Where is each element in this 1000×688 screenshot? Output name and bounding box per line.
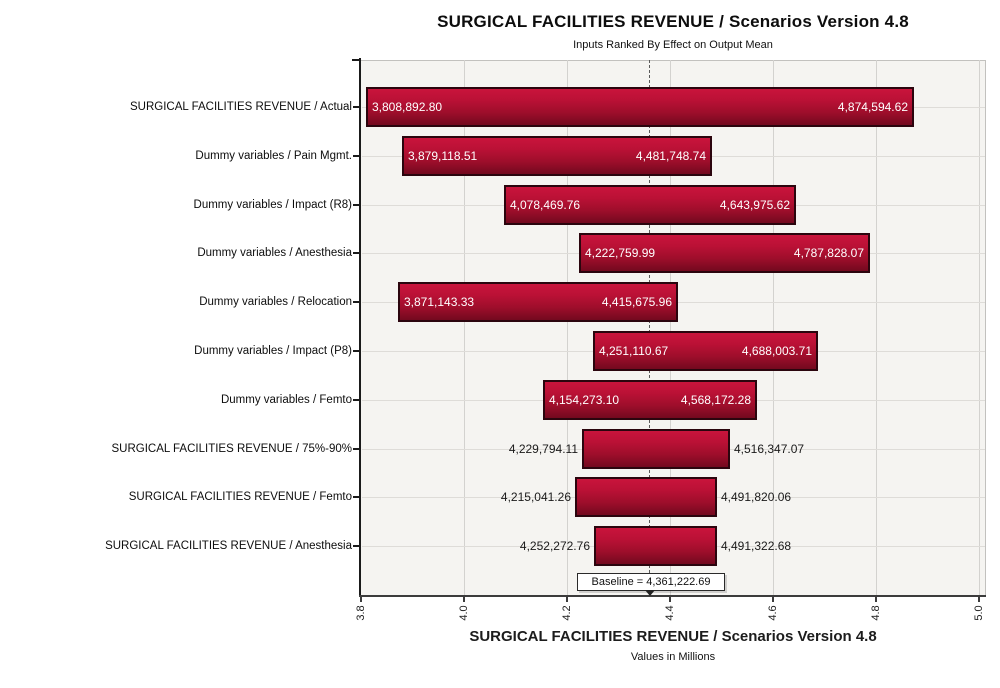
bar-low-label: 3,808,892.80	[372, 100, 443, 114]
vertical-gridline	[670, 60, 671, 595]
bar	[582, 429, 730, 469]
y-axis-tick-mark	[353, 399, 360, 401]
x-axis-tick-mark	[669, 597, 671, 602]
x-axis-line	[359, 595, 986, 597]
bar-high-label: 4,568,172.28	[680, 393, 751, 407]
x-axis-tick-mark	[978, 597, 980, 602]
y-axis-tick-mark	[353, 545, 360, 547]
bar-low-label: 3,879,118.51	[408, 149, 478, 163]
category-label: SURGICAL FACILITIES REVENUE / Actual	[130, 101, 352, 113]
bar	[543, 380, 757, 420]
vertical-gridline	[464, 60, 465, 595]
category-label: Dummy variables / Femto	[220, 394, 352, 406]
bar	[579, 233, 870, 273]
vertical-gridline	[979, 60, 980, 595]
bar	[402, 136, 712, 176]
bar-low-label: 3,871,143.33	[404, 295, 475, 309]
bar	[575, 477, 717, 517]
bar-low-label: 4,229,794.11	[508, 442, 578, 456]
y-axis-tick-mark	[353, 155, 360, 157]
bar-high-label: 4,874,594.62	[837, 100, 908, 114]
baseline-arrow-marker	[645, 590, 655, 596]
chart-subtitle: Inputs Ranked By Effect on Output Mean	[573, 39, 773, 51]
x-axis-tick-mark	[772, 597, 774, 602]
bar	[593, 331, 818, 371]
bar-high-label: 4,481,748.74	[635, 149, 706, 163]
bar-low-label: 4,154,273.10	[549, 393, 620, 407]
y-axis-tick-mark	[353, 448, 360, 450]
bar-high-label: 4,787,828.07	[793, 246, 864, 260]
vertical-gridline	[773, 60, 774, 595]
bar	[504, 185, 796, 225]
x-axis-units-label: Values in Millions	[630, 651, 716, 663]
y-axis-tick-mark	[353, 301, 360, 303]
bar-low-label: 4,252,272.76	[519, 539, 590, 553]
category-label: SURGICAL FACILITIES REVENUE / 75%-90%	[111, 443, 352, 455]
bar-high-label: 4,491,322.68	[721, 539, 792, 553]
bar-low-label: 4,251,110.67	[599, 344, 669, 358]
category-label: SURGICAL FACILITIES REVENUE / Anesthesia	[105, 540, 352, 552]
baseline-label-box: Baseline = 4,361,222.69	[577, 573, 725, 591]
chart-title: SURGICAL FACILITIES REVENUE / Scenarios …	[437, 12, 909, 31]
bar-high-label: 4,491,820.06	[721, 490, 792, 504]
x-axis-tick-mark	[875, 597, 877, 602]
y-axis-line	[359, 58, 361, 595]
bar-high-label: 4,516,347.07	[734, 442, 805, 456]
vertical-gridline	[567, 60, 568, 595]
y-axis-tick-mark	[353, 496, 360, 498]
x-axis-tick-mark	[566, 597, 568, 602]
category-label: Dummy variables / Impact (P8)	[194, 345, 352, 357]
bar-low-label: 4,078,469.76	[510, 198, 581, 212]
y-axis-tick-mark	[353, 204, 360, 206]
bar	[594, 526, 717, 566]
y-axis-top-cap	[352, 59, 360, 61]
y-axis-tick-mark	[353, 252, 360, 254]
bar-high-label: 4,415,675.96	[601, 295, 672, 309]
x-axis-title: SURGICAL FACILITIES REVENUE / Scenarios …	[469, 628, 877, 645]
bar-low-label: 4,215,041.26	[500, 490, 571, 504]
bar-high-label: 4,688,003.71	[741, 344, 812, 358]
bar	[366, 87, 914, 127]
x-axis-tick-mark	[360, 597, 362, 602]
x-axis-tick-mark	[463, 597, 465, 602]
category-label: Dummy variables / Impact (R8)	[193, 199, 352, 211]
vertical-gridline	[876, 60, 877, 595]
bar	[398, 282, 678, 322]
y-axis-tick-mark	[353, 350, 360, 352]
bar-low-label: 4,222,759.99	[585, 246, 656, 260]
category-label: Dummy variables / Anesthesia	[197, 247, 352, 259]
category-label: Dummy variables / Relocation	[199, 296, 352, 308]
bar-high-label: 4,643,975.62	[719, 198, 790, 212]
y-axis-tick-mark	[353, 106, 360, 108]
category-label: Dummy variables / Pain Mgmt.	[195, 150, 352, 162]
category-label: SURGICAL FACILITIES REVENUE / Femto	[128, 491, 352, 503]
